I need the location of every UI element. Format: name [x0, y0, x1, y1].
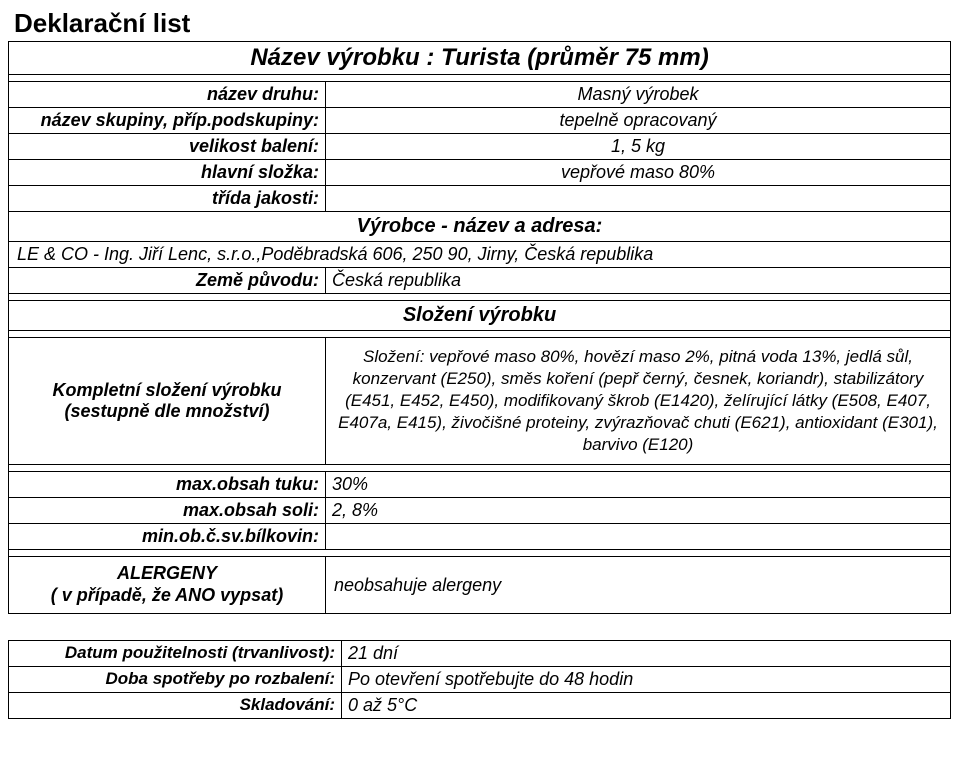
storage-row: Skladování: 0 až 5°C	[9, 692, 951, 718]
quality-row: třída jakosti:	[9, 186, 951, 212]
group-value: tepelně opracovaný	[326, 108, 951, 134]
kind-row: název druhu: Masný výrobek	[9, 82, 951, 108]
fat-row: max.obsah tuku: 30%	[9, 472, 951, 498]
group-row: název skupiny, příp.podskupiny: tepelně …	[9, 108, 951, 134]
storage-label: Skladování:	[9, 692, 342, 718]
composition-value: Složení: vepřové maso 80%, hovězí maso 2…	[326, 338, 951, 465]
shelf-row: Datum použitelnosti (trvanlivost): 21 dn…	[9, 640, 951, 666]
spacer	[9, 331, 951, 338]
product-name: Název výrobku : Turista (průměr 75 mm)	[9, 42, 951, 75]
producer-header-row: Výrobce - název a adresa:	[9, 212, 951, 242]
composition-row: Kompletní složení výrobku (sestupně dle …	[9, 338, 951, 465]
origin-label: Země původu:	[9, 268, 326, 294]
quality-label: třída jakosti:	[9, 186, 326, 212]
subtitle-row: Název výrobku : Turista (průměr 75 mm)	[9, 42, 951, 75]
origin-row: Země původu: Česká republika	[9, 268, 951, 294]
pack-row: velikost balení: 1, 5 kg	[9, 134, 951, 160]
protein-row: min.ob.č.sv.bílkovin:	[9, 524, 951, 550]
producer-row: LE & CO - Ing. Jiří Lenc, s.r.o.,Poděbra…	[9, 242, 951, 268]
salt-value: 2, 8%	[326, 498, 951, 524]
bottom-table: Datum použitelnosti (trvanlivost): 21 dn…	[8, 640, 951, 719]
producer-header: Výrobce - název a adresa:	[9, 212, 951, 242]
group-label: název skupiny, příp.podskupiny:	[9, 108, 326, 134]
main-value: vepřové maso 80%	[326, 160, 951, 186]
salt-row: max.obsah soli: 2, 8%	[9, 498, 951, 524]
open-value: Po otevření spotřebujte do 48 hodin	[342, 666, 951, 692]
shelf-label: Datum použitelnosti (trvanlivost):	[9, 640, 342, 666]
composition-header-row: Složení výrobku	[9, 301, 951, 331]
protein-value	[326, 524, 951, 550]
main-ingredient-row: hlavní složka: vepřové maso 80%	[9, 160, 951, 186]
spacer	[9, 550, 951, 557]
pack-label: velikost balení:	[9, 134, 326, 160]
kind-label: název druhu:	[9, 82, 326, 108]
spacer	[9, 465, 951, 472]
quality-value	[326, 186, 951, 212]
shelf-value: 21 dní	[342, 640, 951, 666]
spacer	[9, 75, 951, 82]
fat-label: max.obsah tuku:	[9, 472, 326, 498]
storage-value: 0 až 5°C	[342, 692, 951, 718]
fat-value: 30%	[326, 472, 951, 498]
salt-label: max.obsah soli:	[9, 498, 326, 524]
pack-value: 1, 5 kg	[326, 134, 951, 160]
composition-header: Složení výrobku	[9, 301, 951, 331]
producer-line: LE & CO - Ing. Jiří Lenc, s.r.o.,Poděbra…	[9, 242, 951, 268]
page-title: Deklarační list	[8, 8, 951, 39]
main-label: hlavní složka:	[9, 160, 326, 186]
main-table: Název výrobku : Turista (průměr 75 mm) n…	[8, 41, 951, 614]
open-label: Doba spotřeby po rozbalení:	[9, 666, 342, 692]
protein-label: min.ob.č.sv.bílkovin:	[9, 524, 326, 550]
allergen-label: ALERGENY ( v případě, že ANO vypsat)	[9, 557, 326, 613]
allergen-row: ALERGENY ( v případě, že ANO vypsat) neo…	[9, 557, 951, 613]
kind-value: Masný výrobek	[326, 82, 951, 108]
composition-label: Kompletní složení výrobku (sestupně dle …	[9, 338, 326, 465]
allergen-value: neobsahuje alergeny	[326, 557, 951, 613]
origin-value: Česká republika	[326, 268, 951, 294]
spacer	[9, 294, 951, 301]
open-row: Doba spotřeby po rozbalení: Po otevření …	[9, 666, 951, 692]
gap	[8, 614, 951, 640]
